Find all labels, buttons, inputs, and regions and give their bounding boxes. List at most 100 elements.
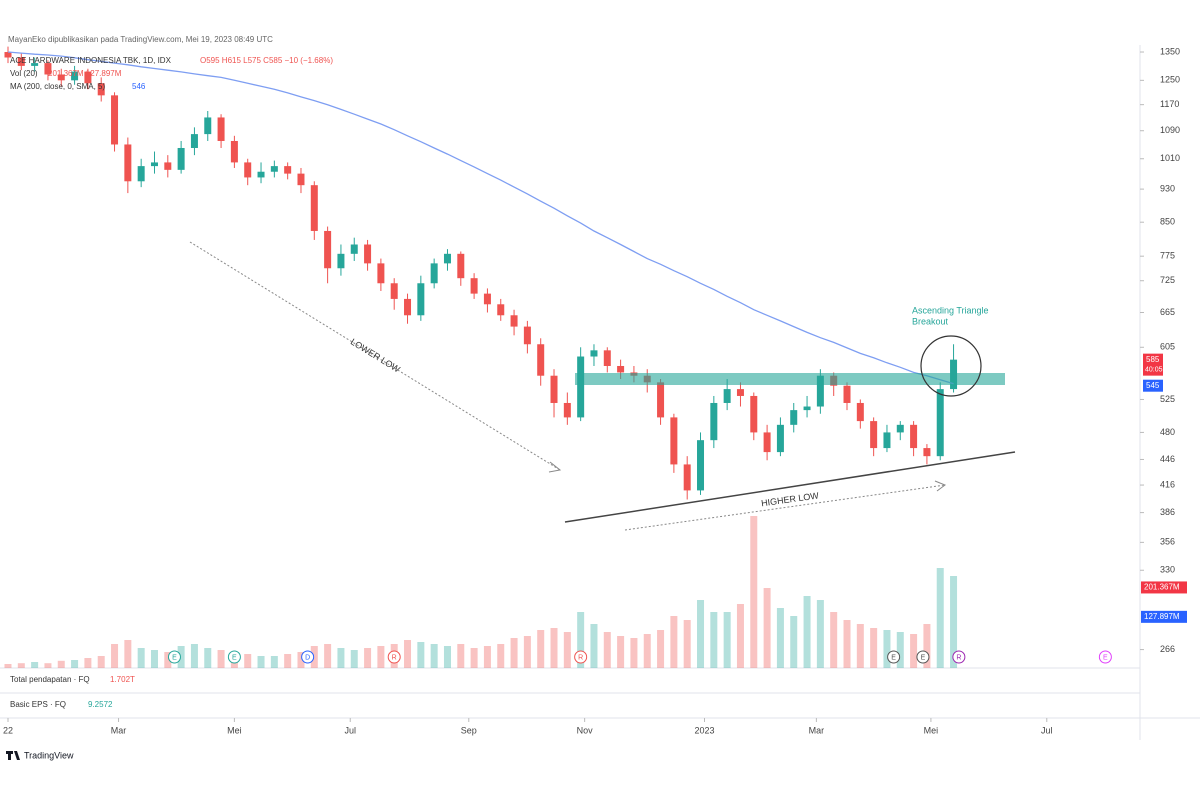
volume-bar	[257, 656, 265, 668]
candle-body	[164, 162, 172, 170]
candle-body	[563, 402, 571, 418]
volume-tag-label: 201.367M	[1144, 583, 1180, 592]
volume-bar	[750, 516, 758, 668]
candle-body	[910, 424, 918, 449]
candle-body	[697, 440, 705, 491]
volume-bar	[563, 632, 571, 668]
candle-body	[44, 63, 52, 75]
y-tick-label: 930	[1160, 183, 1175, 193]
candle-body	[803, 406, 811, 411]
event-marker	[227, 650, 241, 664]
candle-body	[124, 144, 132, 182]
volume-bar	[457, 644, 465, 668]
volume-tag-label: 127.897M	[1144, 612, 1180, 621]
candle-body	[297, 173, 305, 186]
candle-body	[364, 244, 372, 264]
y-tick-label: 356	[1160, 537, 1175, 547]
volume-bar	[537, 630, 545, 668]
annotation: Ascending Triangle	[912, 305, 989, 315]
event-label: E	[172, 654, 177, 661]
candle-body	[603, 350, 611, 366]
volume-tag	[1141, 610, 1187, 623]
y-tick-label: 1170	[1160, 99, 1179, 109]
volume-bar	[310, 646, 318, 668]
candle-body	[390, 283, 398, 299]
candle-body	[230, 140, 238, 163]
candle-body	[577, 356, 585, 418]
panel-value: 9.2572	[88, 700, 113, 709]
volume-bar	[190, 644, 198, 668]
volume-bar	[4, 664, 12, 668]
event-marker	[952, 650, 966, 664]
arrow-head	[934, 480, 947, 492]
volume-bar	[923, 624, 931, 668]
volume-legend: Vol (20)	[10, 69, 38, 78]
volume-bar	[443, 646, 451, 668]
candle-body	[856, 402, 864, 422]
y-tick-label: 330	[1160, 565, 1175, 575]
price-tag	[1143, 379, 1163, 392]
event-label: R	[956, 654, 961, 661]
candle-body	[617, 365, 625, 373]
volume-bar	[803, 596, 811, 668]
volume-bar	[603, 632, 611, 668]
candle-body	[443, 253, 451, 264]
candle-body	[736, 389, 744, 396]
candle-body	[417, 283, 425, 316]
candle-body	[870, 421, 878, 449]
annotation: Breakout	[912, 316, 949, 326]
y-tick-label: 725	[1160, 275, 1175, 285]
volume-bar	[870, 628, 878, 668]
candle-body	[936, 389, 944, 457]
volume-bar	[137, 648, 145, 668]
volume-bar	[337, 648, 345, 668]
candle-body	[31, 63, 39, 66]
volume-bar	[244, 654, 252, 668]
footer: TradingView	[24, 750, 74, 760]
event-marker	[916, 650, 930, 664]
candle-body	[257, 171, 265, 178]
candle-body	[190, 134, 198, 148]
candle-body	[657, 382, 665, 418]
volume-bar	[856, 624, 864, 668]
volume-bar	[550, 628, 558, 668]
volume-bar	[510, 638, 518, 668]
published: MayanEko dipublikasikan pada TradingView…	[8, 35, 273, 44]
x-tick-label: Mei	[924, 725, 939, 735]
event-label: R	[578, 654, 583, 661]
candle-body	[4, 52, 12, 58]
candle-body	[97, 83, 105, 96]
y-tick-label: 1010	[1160, 153, 1180, 163]
volume-bar	[723, 612, 731, 668]
candle-body	[204, 117, 212, 135]
candle-body	[896, 424, 904, 433]
volume-bar	[896, 632, 904, 668]
volume-bar	[710, 612, 718, 668]
candle-body	[816, 375, 824, 407]
price-tag-label: 545	[1146, 381, 1160, 390]
volume-bar	[377, 646, 385, 668]
volume-bar	[124, 640, 132, 668]
volume-bar	[404, 640, 412, 668]
volume-bar	[776, 608, 784, 668]
volume-bar	[617, 636, 625, 668]
candle-body	[763, 432, 771, 453]
candle-body	[324, 230, 332, 269]
candle-body	[337, 253, 345, 269]
ma-line	[7, 51, 954, 385]
price-tag-label: 585	[1146, 355, 1160, 364]
x-tick-label: 2023	[694, 725, 714, 735]
panel-label: Basic EPS · FQ	[10, 700, 66, 709]
candle-body	[244, 162, 252, 178]
event-marker	[167, 650, 181, 664]
volume-bar	[830, 612, 838, 668]
candle-body	[137, 166, 145, 182]
volume-bar	[97, 656, 105, 668]
volume-bar	[643, 634, 651, 668]
volume-bar	[177, 646, 185, 668]
candle-body	[923, 448, 931, 457]
panel-value: 1.702T	[110, 675, 135, 684]
volume-bar	[31, 662, 39, 668]
event-label: E	[921, 654, 926, 661]
